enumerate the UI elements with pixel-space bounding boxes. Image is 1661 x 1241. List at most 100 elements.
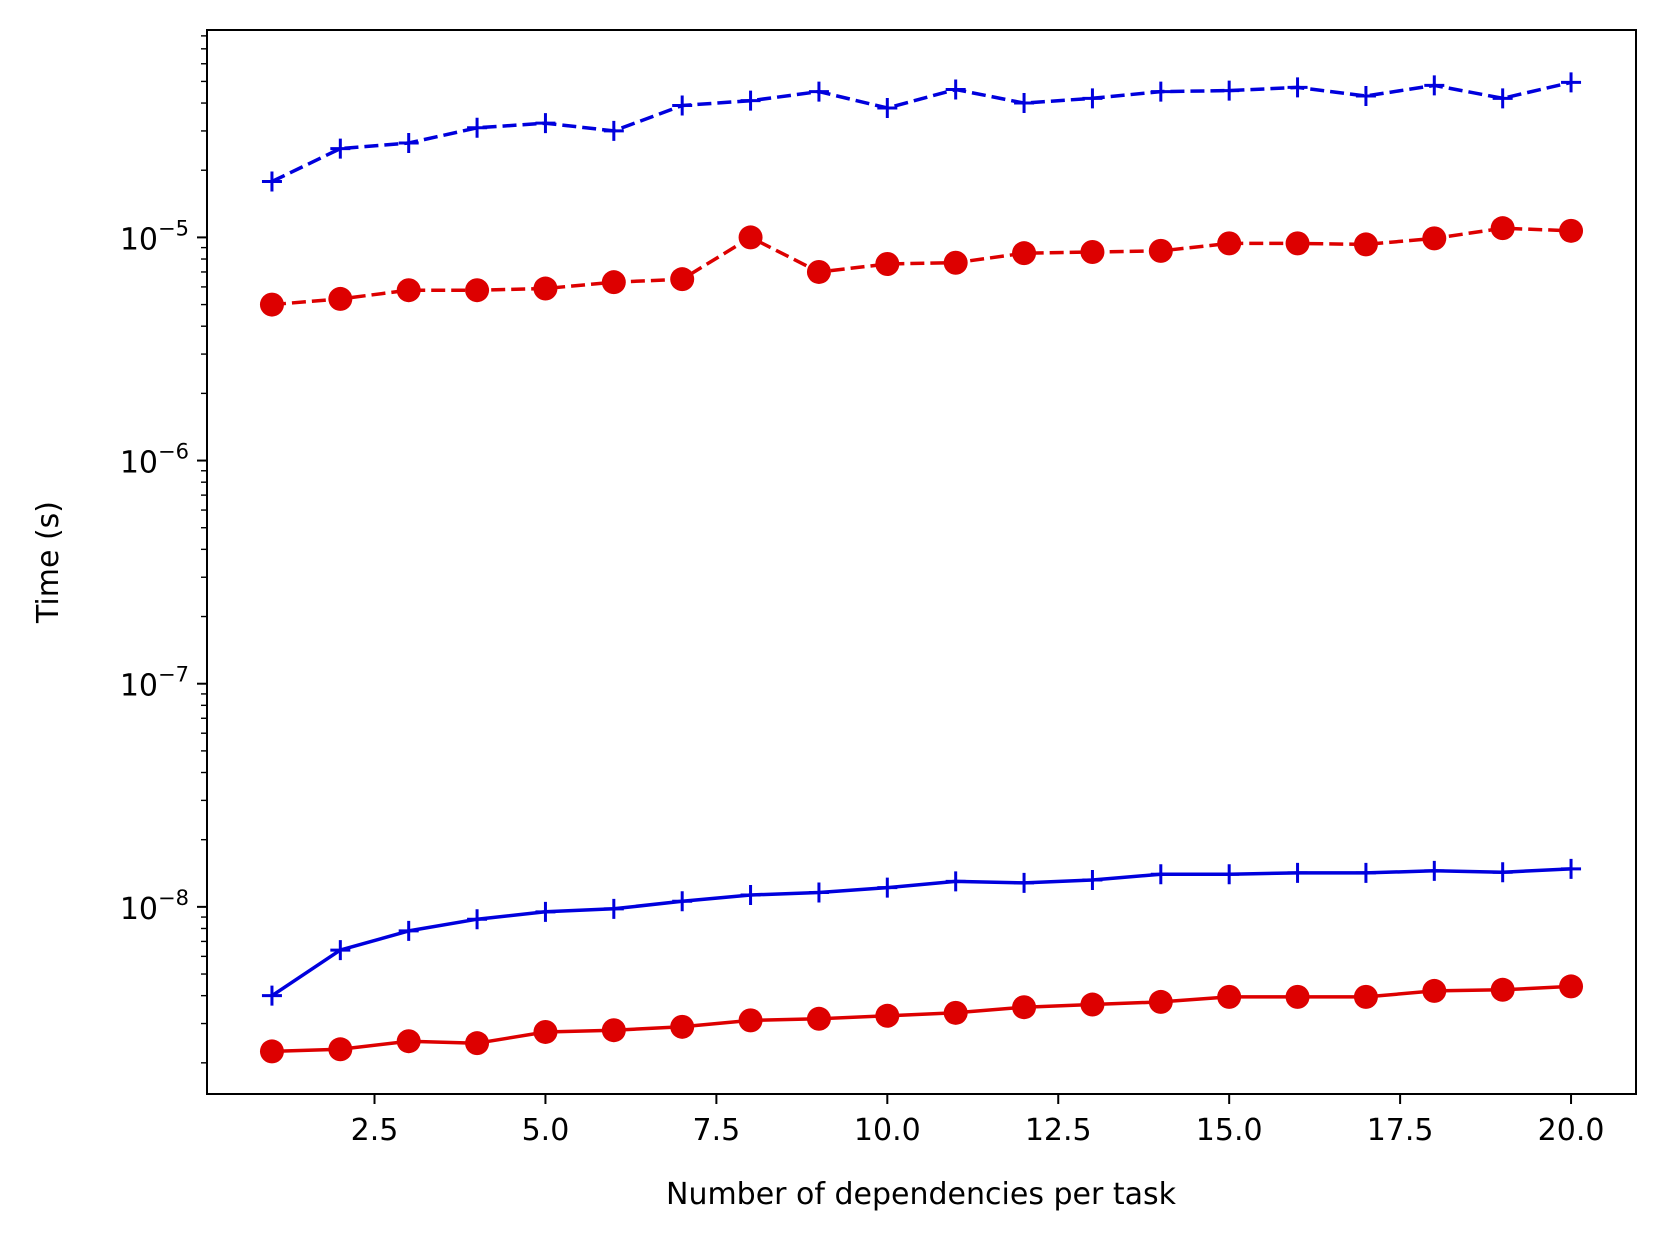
data-point	[1355, 86, 1376, 107]
data-point	[1285, 231, 1310, 256]
data-point	[259, 292, 284, 317]
data-point	[1492, 862, 1513, 883]
data-point	[1219, 864, 1240, 885]
data-point	[1287, 77, 1308, 98]
data-point	[875, 251, 900, 276]
y-tick-exponent: −5	[158, 216, 189, 240]
data-point	[330, 138, 351, 159]
data-point	[672, 891, 693, 912]
data-point	[1559, 218, 1584, 243]
x-axis-label: Number of dependencies per task	[666, 1177, 1177, 1212]
data-point	[1490, 216, 1515, 241]
data-point	[806, 259, 831, 284]
x-tick-label: 20.0	[1538, 1113, 1605, 1148]
data-point	[261, 171, 282, 192]
series-1	[259, 216, 1584, 317]
data-point	[533, 276, 558, 301]
data-point	[1422, 226, 1447, 251]
data-point	[1012, 241, 1037, 266]
data-point	[398, 920, 419, 941]
x-tick-label: 2.5	[351, 1113, 399, 1148]
y-tick-label: 10−6	[120, 440, 189, 481]
data-point	[465, 278, 490, 303]
y-tick-label: 10−7	[120, 663, 189, 704]
y-tick-exponent: −7	[158, 663, 189, 687]
data-point	[875, 1003, 900, 1028]
data-point	[1219, 80, 1240, 101]
x-axis-ticks: 2.5 5.0 7.5 10.0 12.5 15.0 17.5 20.0	[351, 1094, 1605, 1148]
data-point	[1561, 72, 1582, 93]
series-0	[261, 72, 1582, 192]
data-point	[670, 1014, 695, 1039]
data-point	[1080, 992, 1105, 1017]
data-point	[1217, 984, 1242, 1009]
data-point	[1355, 862, 1376, 883]
data-point	[738, 225, 763, 250]
data-point	[601, 270, 626, 295]
y-axis-label: Time (s)	[31, 501, 66, 624]
data-point	[738, 1008, 763, 1033]
series-line	[271, 80, 1572, 184]
data-point	[467, 909, 488, 930]
data-point	[535, 901, 556, 922]
x-tick-label: 12.5	[1025, 1113, 1092, 1148]
data-point	[1082, 88, 1103, 109]
data-point	[1012, 995, 1037, 1020]
y-tick-label: 10−5	[120, 216, 189, 257]
data-point	[1148, 238, 1173, 263]
data-point	[1150, 864, 1171, 885]
data-point	[1559, 974, 1584, 999]
data-point	[328, 1037, 353, 1062]
data-point	[672, 95, 693, 116]
data-point	[328, 286, 353, 311]
data-point	[601, 1018, 626, 1043]
data-point	[465, 1031, 490, 1056]
data-point	[1490, 977, 1515, 1002]
data-point	[806, 1006, 831, 1031]
data-point	[261, 985, 282, 1006]
data-point	[740, 885, 761, 906]
series-line	[271, 867, 1572, 998]
series-2	[261, 858, 1582, 1006]
data-point	[1285, 984, 1310, 1009]
data-point	[1014, 872, 1035, 893]
plot-frame	[206, 29, 1637, 1095]
y-tick-base: 10	[120, 222, 158, 257]
data-point	[1217, 231, 1242, 256]
data-point	[467, 117, 488, 138]
data-point	[1148, 989, 1173, 1014]
data-point	[1014, 93, 1035, 114]
data-point	[670, 267, 695, 292]
data-point	[1561, 858, 1582, 879]
data-point	[1422, 978, 1447, 1003]
data-point	[808, 81, 829, 102]
data-point	[603, 898, 624, 919]
y-tick-label: 10−8	[120, 886, 189, 927]
data-point	[945, 79, 966, 100]
y-axis-ticks: 10−810−710−610−5	[120, 216, 207, 927]
data-point	[740, 90, 761, 111]
x-tick-label: 17.5	[1367, 1113, 1434, 1148]
data-point	[533, 1019, 558, 1044]
data-point	[259, 1039, 284, 1064]
x-tick-label: 5.0	[522, 1113, 570, 1148]
data-point	[330, 940, 351, 961]
data-point	[1287, 862, 1308, 883]
series-3	[259, 974, 1584, 1064]
data-point	[535, 113, 556, 134]
data-point	[945, 871, 966, 892]
data-point	[943, 250, 968, 275]
data-point	[1424, 860, 1445, 881]
data-point	[877, 98, 898, 119]
x-tick-label: 15.0	[1196, 1113, 1263, 1148]
data-point	[877, 877, 898, 898]
data-point	[396, 1029, 421, 1054]
x-tick-label: 10.0	[854, 1113, 921, 1148]
data-point	[1082, 869, 1103, 890]
y-tick-exponent: −6	[158, 440, 189, 464]
y-tick-base: 10	[120, 669, 158, 704]
data-point	[1150, 81, 1171, 102]
data-point	[1424, 75, 1445, 96]
data-point	[603, 120, 624, 141]
